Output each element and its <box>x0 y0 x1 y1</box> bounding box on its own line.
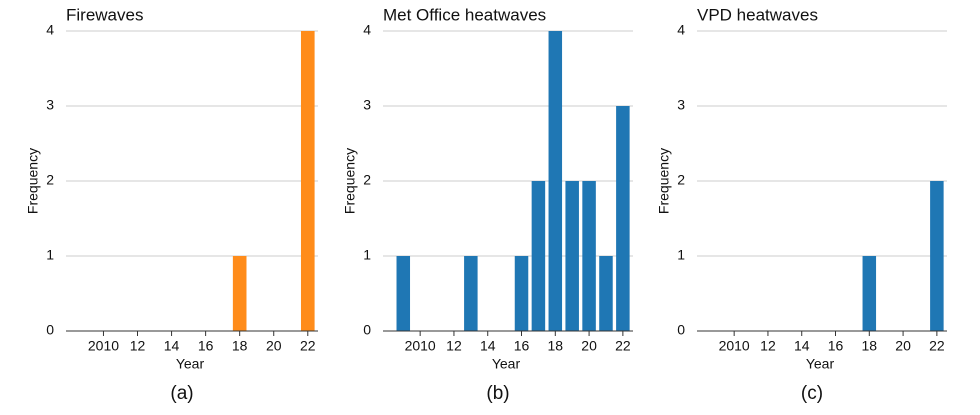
x-tick-label: 20 <box>581 338 597 354</box>
y-tick-label: 1 <box>363 247 371 263</box>
chart-title: Firewaves <box>66 5 143 24</box>
y-tick-label: 4 <box>677 22 685 38</box>
bar <box>464 256 478 331</box>
x-tick-label: 14 <box>480 338 496 354</box>
x-tick-label: 12 <box>446 338 462 354</box>
caption: (a) <box>170 383 193 404</box>
x-axis-label: Year <box>492 356 521 372</box>
bar <box>862 256 877 331</box>
x-tick-label: 2010 <box>88 338 119 354</box>
bar <box>531 181 546 331</box>
y-tick-label: 0 <box>363 322 371 338</box>
y-tick-label: 3 <box>677 97 685 113</box>
bar <box>565 181 579 331</box>
y-tick-label: 3 <box>46 97 54 113</box>
x-axis-label: Year <box>806 356 835 372</box>
y-tick-label: 1 <box>677 247 685 263</box>
y-axis-label: Frequency <box>25 148 41 214</box>
x-tick-label: 12 <box>760 338 776 354</box>
x-tick-label: 2010 <box>719 338 750 354</box>
bar <box>616 106 630 331</box>
x-axis-label: Year <box>176 356 205 372</box>
y-tick-label: 2 <box>363 172 371 188</box>
bar <box>548 31 563 331</box>
x-tick-label: 16 <box>198 338 214 354</box>
x-tick-label: 22 <box>615 338 631 354</box>
bar <box>232 256 247 331</box>
y-axis-label: Frequency <box>656 148 672 214</box>
chart-title: Met Office heatwaves <box>383 5 546 24</box>
x-tick-label: 20 <box>266 338 282 354</box>
x-tick-label: 18 <box>862 338 878 354</box>
bar <box>582 181 596 331</box>
x-tick-label: 16 <box>514 338 530 354</box>
y-tick-label: 4 <box>363 22 371 38</box>
x-tick-label: 14 <box>164 338 180 354</box>
bar <box>514 256 529 331</box>
x-tick-label: 14 <box>794 338 810 354</box>
bar <box>599 256 613 331</box>
y-tick-label: 3 <box>363 97 371 113</box>
x-tick-label: 22 <box>929 338 945 354</box>
x-tick-label: 20 <box>895 338 911 354</box>
chart-title: VPD heatwaves <box>697 5 818 24</box>
x-tick-label: 2010 <box>405 338 436 354</box>
x-tick-label: 18 <box>232 338 248 354</box>
bar <box>396 256 411 331</box>
y-tick-label: 0 <box>46 322 54 338</box>
y-tick-label: 0 <box>677 322 685 338</box>
x-tick-label: 22 <box>300 338 316 354</box>
bar <box>300 31 315 331</box>
y-tick-label: 2 <box>46 172 54 188</box>
y-tick-label: 1 <box>46 247 54 263</box>
x-tick-label: 12 <box>130 338 146 354</box>
y-tick-label: 2 <box>677 172 685 188</box>
bar <box>930 181 944 331</box>
y-tick-label: 4 <box>46 22 54 38</box>
caption: (c) <box>801 383 823 404</box>
y-axis-label: Frequency <box>342 148 358 214</box>
x-tick-label: 16 <box>828 338 844 354</box>
caption: (b) <box>486 383 509 404</box>
x-tick-label: 18 <box>548 338 564 354</box>
